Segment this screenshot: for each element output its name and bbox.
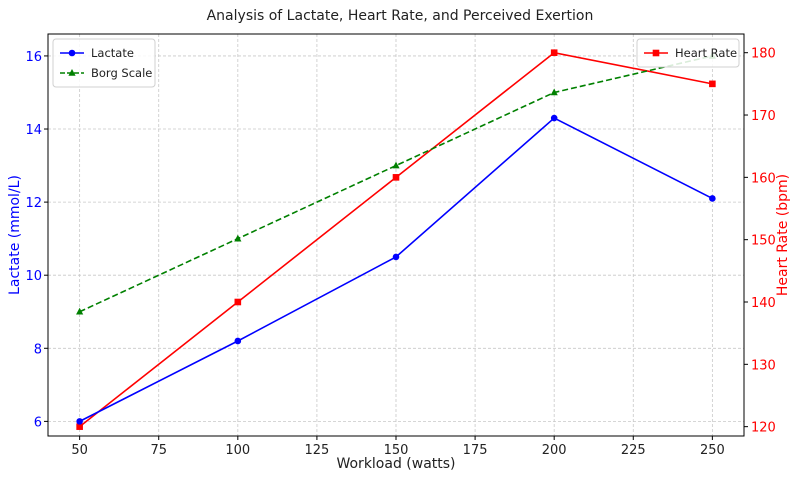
legend-box bbox=[636, 38, 740, 68]
y-right-tick-label: 140 bbox=[751, 296, 776, 311]
left-axis-label: Lactate (mmol/L) bbox=[7, 175, 23, 295]
lactate-point bbox=[234, 337, 242, 345]
grid-lines bbox=[48, 34, 744, 436]
y-right-tick-label: 120 bbox=[751, 421, 776, 436]
chart-title: Analysis of Lactate, Heart Rate, and Per… bbox=[207, 8, 594, 24]
series-layer bbox=[76, 49, 716, 430]
lactate-point bbox=[709, 195, 716, 202]
y-left-tick-label: 16 bbox=[25, 50, 42, 65]
x-axis-label: Workload (watts) bbox=[336, 456, 455, 472]
y-right-tick-label: 170 bbox=[751, 109, 776, 124]
left-axis-ticks: 6 8 10 12 14 16 bbox=[25, 50, 48, 430]
right-axis-label: Heart Rate (bpm) bbox=[775, 174, 791, 296]
legend-box bbox=[52, 38, 156, 88]
x-tick-label: 225 bbox=[621, 443, 646, 458]
legend-left: Lactate Borg Scale bbox=[52, 38, 156, 88]
right-axis-ticks: 120 130 140 150 160 170 180 bbox=[744, 47, 776, 436]
heart-rate-point bbox=[76, 423, 83, 430]
x-tick-label: 75 bbox=[150, 443, 167, 458]
legend-lactate-label: Lactate bbox=[91, 46, 134, 60]
legend-right: Heart Rate bbox=[636, 38, 740, 68]
series-lactate bbox=[76, 114, 716, 425]
y-left-tick-label: 12 bbox=[25, 196, 42, 211]
heart-rate-point bbox=[392, 174, 400, 181]
legend-borg-scale-marker bbox=[68, 69, 76, 76]
borg-scale-point bbox=[234, 234, 242, 242]
lactate-point bbox=[550, 114, 558, 122]
series-heart-rate bbox=[76, 49, 716, 430]
x-tick-label: 125 bbox=[304, 443, 329, 458]
x-axis-ticks: 50 75 100 125 150 175 200 225 250 bbox=[71, 436, 725, 458]
lactate-point bbox=[392, 253, 400, 261]
x-tick-label: 200 bbox=[542, 443, 567, 458]
y-right-tick-label: 160 bbox=[751, 171, 776, 186]
legend-borg-scale-label: Borg Scale bbox=[91, 66, 152, 80]
lactate-point bbox=[76, 418, 83, 425]
legend-heart-rate-label: Heart Rate bbox=[675, 46, 737, 60]
y-left-tick-label: 14 bbox=[25, 123, 42, 138]
y-left-tick-label: 6 bbox=[34, 415, 42, 430]
x-tick-label: 150 bbox=[384, 443, 409, 458]
heart-rate-point bbox=[550, 49, 558, 56]
x-tick-label: 100 bbox=[225, 443, 250, 458]
heart-rate-point bbox=[234, 298, 242, 306]
y-left-tick-label: 10 bbox=[25, 269, 42, 284]
y-left-tick-label: 8 bbox=[34, 342, 42, 357]
y-right-tick-label: 150 bbox=[751, 234, 776, 249]
x-tick-label: 50 bbox=[71, 443, 88, 458]
x-tick-label: 175 bbox=[463, 443, 488, 458]
y-right-tick-label: 130 bbox=[751, 358, 776, 373]
borg-scale-point bbox=[76, 307, 84, 315]
y-right-tick-label: 180 bbox=[751, 47, 776, 62]
borg-scale-line bbox=[79, 55, 713, 313]
borg-scale-point bbox=[550, 88, 558, 96]
x-tick-label: 250 bbox=[700, 443, 725, 458]
heart-rate-point bbox=[709, 80, 716, 88]
borg-scale-point bbox=[392, 161, 400, 169]
legend-lactate-marker bbox=[68, 49, 76, 57]
legend-heart-rate-marker bbox=[652, 49, 660, 57]
